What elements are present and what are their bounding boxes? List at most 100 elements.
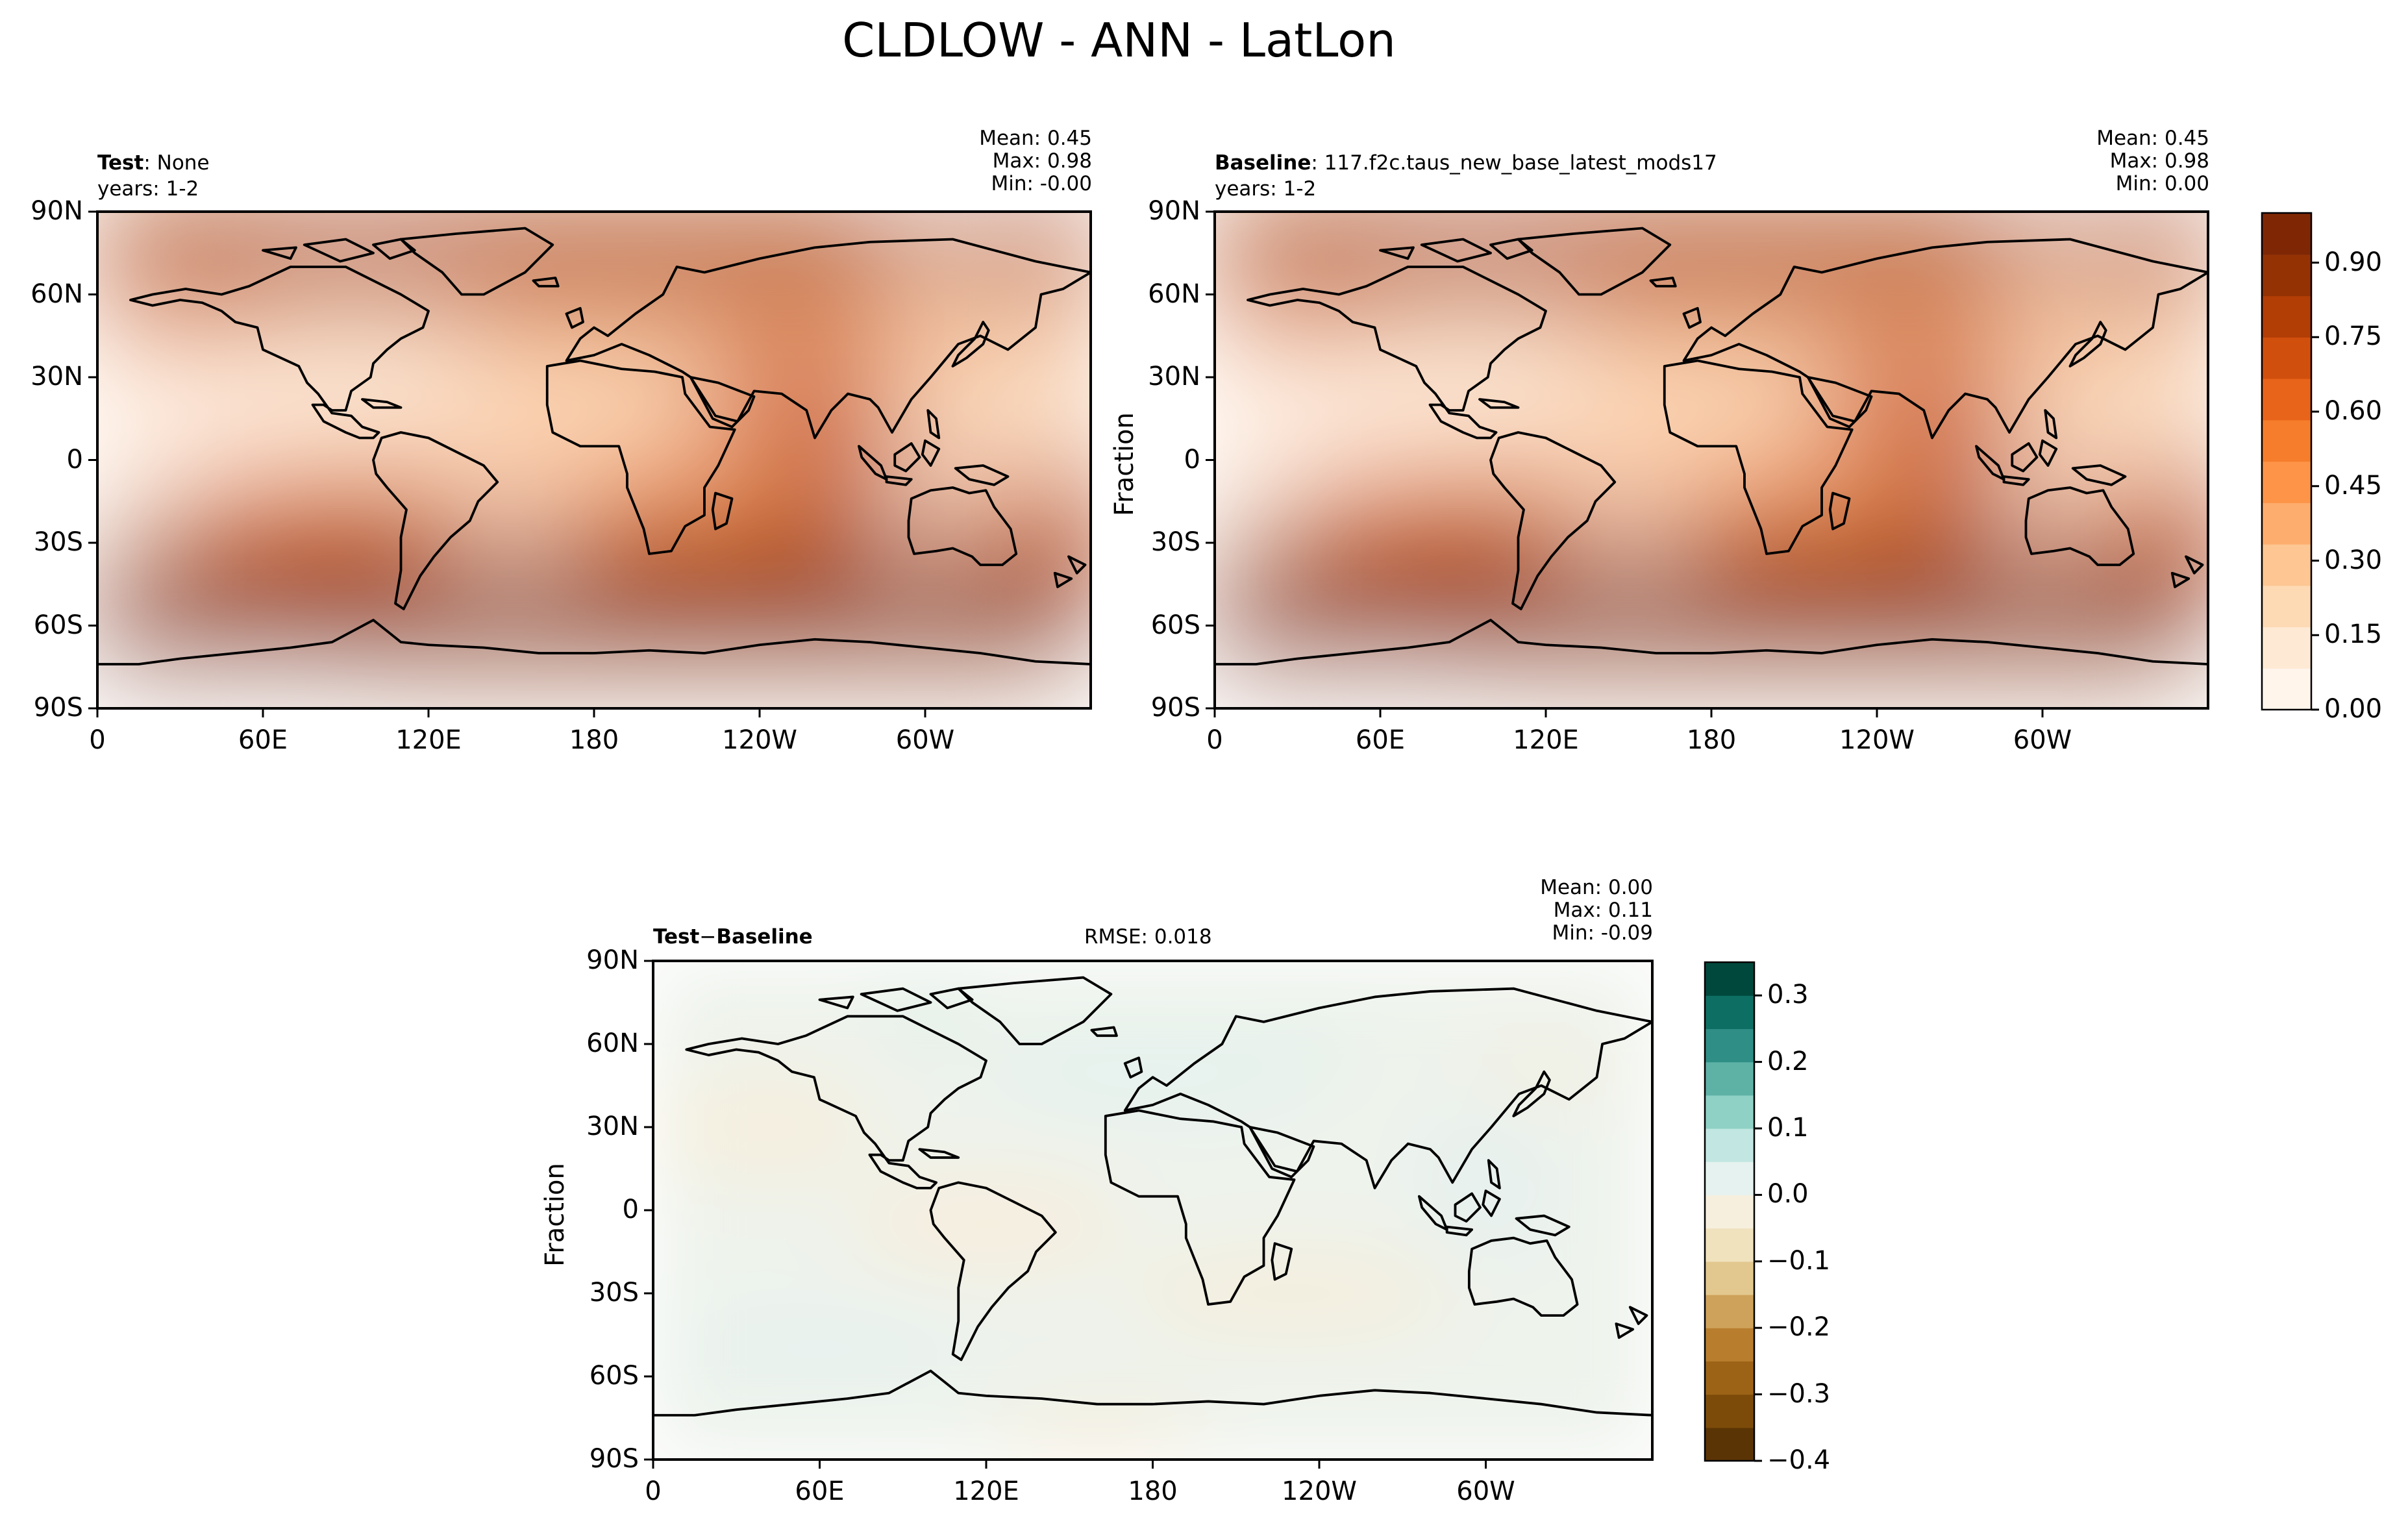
cbar-main-swatch: [2262, 503, 2311, 545]
cbar-diff-swatch: [1705, 1195, 1754, 1229]
diff-lat-tick-label: 90S: [589, 1444, 639, 1474]
cbar-diff-swatch: [1705, 1328, 1754, 1361]
cbar-main-tick-label: 0.45: [2324, 470, 2383, 501]
diff-lat-tick-label: 30N: [586, 1112, 639, 1141]
cbar-diff-swatch: [1705, 1295, 1754, 1328]
cbar-main-swatch: [2262, 419, 2311, 462]
colorbar-main: [2261, 212, 2319, 711]
baseline-lat-tick-label: 90S: [1150, 693, 1200, 723]
cbar-main-swatch: [2262, 461, 2311, 503]
cbar-main-swatch: [2262, 254, 2311, 297]
diff-lat-tick-label: 60S: [589, 1361, 639, 1391]
diff-lat-tick-label: 0: [622, 1195, 639, 1224]
cbar-main-swatch: [2262, 379, 2311, 421]
cbar-diff-frame: [1704, 961, 1756, 1462]
diff-lon-tick-label: 120E: [953, 1476, 1019, 1506]
baseline-stats: Mean: 0.45 Max: 0.98 Min: 0.00: [2096, 127, 2209, 195]
cbar-diff-tick-label: −0.2: [1767, 1312, 1831, 1343]
cbar-diff-swatch: [1705, 962, 1754, 996]
test-stats: Mean: 0.45 Max: 0.98 Min: -0.00: [979, 127, 1092, 195]
baseline-label-sep: :: [1311, 151, 1318, 175]
cbar-main-swatch: [2262, 295, 2311, 338]
diff-min: Min: -0.09: [1552, 921, 1653, 945]
test-years: years: 1-2: [97, 177, 199, 201]
baseline-lat-tick-label: 60N: [1148, 279, 1200, 309]
baseline-lon-tick-label: 60W: [2013, 725, 2072, 755]
cbar-main-swatch: [2262, 585, 2311, 628]
cbar-diff-swatch: [1705, 1062, 1754, 1096]
cbar-main-tick-label: 0.15: [2324, 619, 2383, 650]
figure-title: CLDLOW - ANN - LatLon: [842, 13, 1396, 68]
cbar-diff-tick-label: −0.1: [1767, 1245, 1831, 1276]
diff-lon-tick-label: 120W: [1282, 1476, 1357, 1506]
test-lon-tick-label: 180: [569, 725, 619, 755]
test-lat-tick-label: 90S: [33, 693, 83, 723]
test-label-sep: :: [143, 151, 151, 175]
test-label: Test: None: [97, 152, 210, 175]
test-mean: Mean: 0.45: [979, 127, 1092, 150]
cbar-main-tick-label: 0.00: [2324, 694, 2383, 724]
baseline-lat-tick-label: 30N: [1148, 362, 1200, 392]
cbar-diff-swatch: [1705, 1261, 1754, 1295]
cbar-main-swatch: [2262, 627, 2311, 669]
diff-lon-tick-label: 0: [645, 1476, 662, 1506]
cbar-diff-swatch: [1705, 995, 1754, 1029]
cbar-diff-swatch: [1705, 1095, 1754, 1129]
cbar-diff-tick-label: −0.4: [1767, 1445, 1831, 1475]
diff-lon-tick-label: 180: [1128, 1476, 1178, 1506]
baseline-years: years: 1-2: [1215, 177, 1317, 201]
test-max: Max: 0.98: [992, 149, 1092, 173]
test-lat-tick-label: 60N: [31, 279, 83, 309]
test-lat-tick-label: 0: [66, 444, 83, 475]
baseline-label-name: 117.f2c.taus_new_base_latest_mods17: [1324, 151, 1717, 175]
cbar-main-swatch: [2262, 668, 2311, 710]
baseline-max: Max: 0.98: [2109, 149, 2209, 173]
diff-max: Max: 0.11: [1553, 899, 1653, 922]
diff-ylabel: Fraction: [540, 1163, 570, 1267]
cbar-diff-swatch: [1705, 1361, 1754, 1395]
cbar-main-frame: [2261, 212, 2313, 711]
baseline-lon-tick-label: 60E: [1355, 725, 1406, 755]
cbar-diff-tick-label: 0.3: [1767, 980, 1809, 1010]
diff-lat-tick-label: 60N: [586, 1028, 639, 1058]
cbar-diff-swatch: [1705, 1162, 1754, 1195]
cbar-diff-swatch: [1705, 1394, 1754, 1428]
test-lat-tick-label: 60S: [33, 610, 83, 640]
diff-lat-tick-label: 30S: [589, 1278, 639, 1308]
cbar-main-tick-label: 0.90: [2324, 247, 2383, 277]
baseline-lon-tick-label: 180: [1686, 725, 1737, 755]
cbar-main-swatch: [2262, 544, 2311, 586]
cbar-main-tick-label: 0.75: [2324, 321, 2383, 352]
colorbar-diff: [1704, 961, 1762, 1462]
baseline-mean: Mean: 0.45: [2096, 127, 2209, 150]
test-label-name: None: [156, 151, 210, 175]
test-lon-tick-label: 60E: [238, 725, 288, 755]
baseline-lat-tick-label: 60S: [1150, 610, 1200, 640]
diff-label-sep: −: [699, 925, 717, 949]
test-lat-tick-label: 30S: [33, 527, 83, 557]
diff-label-b: Baseline: [716, 925, 813, 949]
cbar-diff-tick-label: 0.2: [1767, 1046, 1809, 1076]
axis-ticks: [88, 210, 2044, 1469]
baseline-lat-tick-label: 0: [1184, 444, 1200, 475]
test-label-bold: Test: [97, 151, 144, 175]
test-lat-tick-label: 90N: [31, 196, 83, 226]
cbar-diff-tick-label: 0.0: [1767, 1179, 1809, 1210]
cbar-diff-swatch: [1705, 1427, 1754, 1461]
test-lon-tick-label: 0: [89, 725, 106, 755]
baseline-lon-tick-label: 120E: [1513, 725, 1579, 755]
baseline-label-bold: Baseline: [1215, 151, 1311, 175]
cbar-main-swatch: [2262, 337, 2311, 379]
test-lon-tick-label: 120E: [395, 725, 462, 755]
diff-map: [652, 960, 1654, 1461]
baseline-ylabel: Fraction: [1110, 412, 1139, 516]
test-lon-tick-label: 60W: [895, 725, 955, 755]
baseline-lat-tick-label: 30S: [1150, 527, 1200, 557]
cbar-diff-swatch: [1705, 1228, 1754, 1262]
diff-lon-tick-label: 60E: [795, 1476, 845, 1506]
baseline-label: Baseline: 117.f2c.taus_new_base_latest_m…: [1215, 152, 1717, 175]
test-lat-tick-label: 30N: [31, 362, 83, 392]
baseline-lat-tick-label: 90N: [1148, 196, 1200, 226]
diff-stats: Mean: 0.00 Max: 0.11 Min: -0.09: [1540, 876, 1653, 945]
